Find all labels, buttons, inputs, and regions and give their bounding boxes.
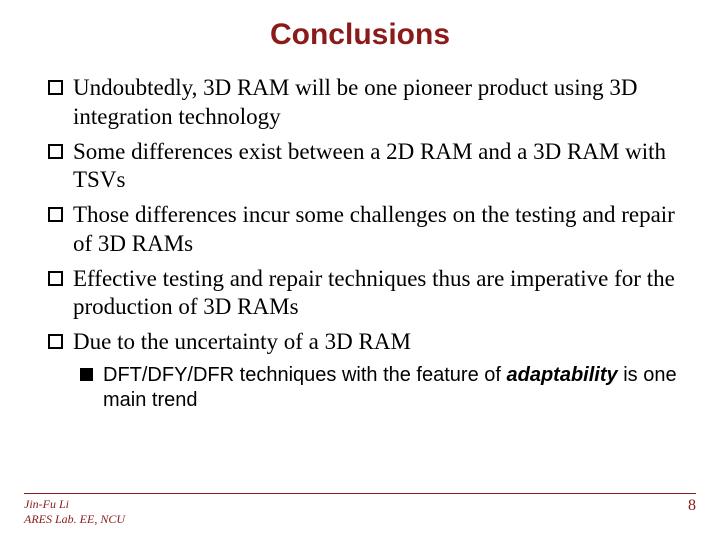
hollow-square-icon [48,144,63,159]
bullet-item: Some differences exist between a 2D RAM … [48,138,678,196]
hollow-square-icon [48,80,63,95]
slide-title: Conclusions [36,18,684,52]
slide-footer: Jin-Fu Li ARES Lab. EE, NCU 8 [24,493,696,526]
slide: Conclusions Undoubtedly, 3D RAM will be … [0,0,720,540]
footer-left: Jin-Fu Li ARES Lab. EE, NCU [24,497,125,526]
bullet-item: Effective testing and repair techniques … [48,265,678,323]
bullet-item: Those differences incur some challenges … [48,201,678,259]
hollow-square-icon [48,334,63,349]
bullet-item: Due to the uncertainty of a 3D RAM [48,328,678,357]
hollow-square-icon [48,271,63,286]
sub-bullet-text: DFT/DFY/DFR techniques with the feature … [103,363,678,413]
hollow-square-icon [48,207,63,222]
bullet-item: Undoubtedly, 3D RAM will be one pioneer … [48,74,678,132]
bullet-text: Undoubtedly, 3D RAM will be one pioneer … [73,74,678,132]
footer-rule [24,493,696,494]
sub-bullet-pre: DFT/DFY/DFR techniques with the feature … [103,364,507,386]
bullet-list: Undoubtedly, 3D RAM will be one pioneer … [36,74,684,413]
bullet-text: Those differences incur some challenges … [73,201,678,259]
footer-row: Jin-Fu Li ARES Lab. EE, NCU 8 [24,497,696,526]
filled-square-icon [80,368,93,381]
sub-bullet-item: DFT/DFY/DFR techniques with the feature … [80,363,678,413]
sub-bullet-emph: adaptability [507,364,618,386]
bullet-text: Due to the uncertainty of a 3D RAM [73,328,678,357]
footer-affiliation: ARES Lab. EE, NCU [24,512,125,526]
footer-author: Jin-Fu Li [24,497,125,511]
bullet-text: Some differences exist between a 2D RAM … [73,138,678,196]
bullet-text: Effective testing and repair techniques … [73,265,678,323]
page-number: 8 [688,497,696,515]
